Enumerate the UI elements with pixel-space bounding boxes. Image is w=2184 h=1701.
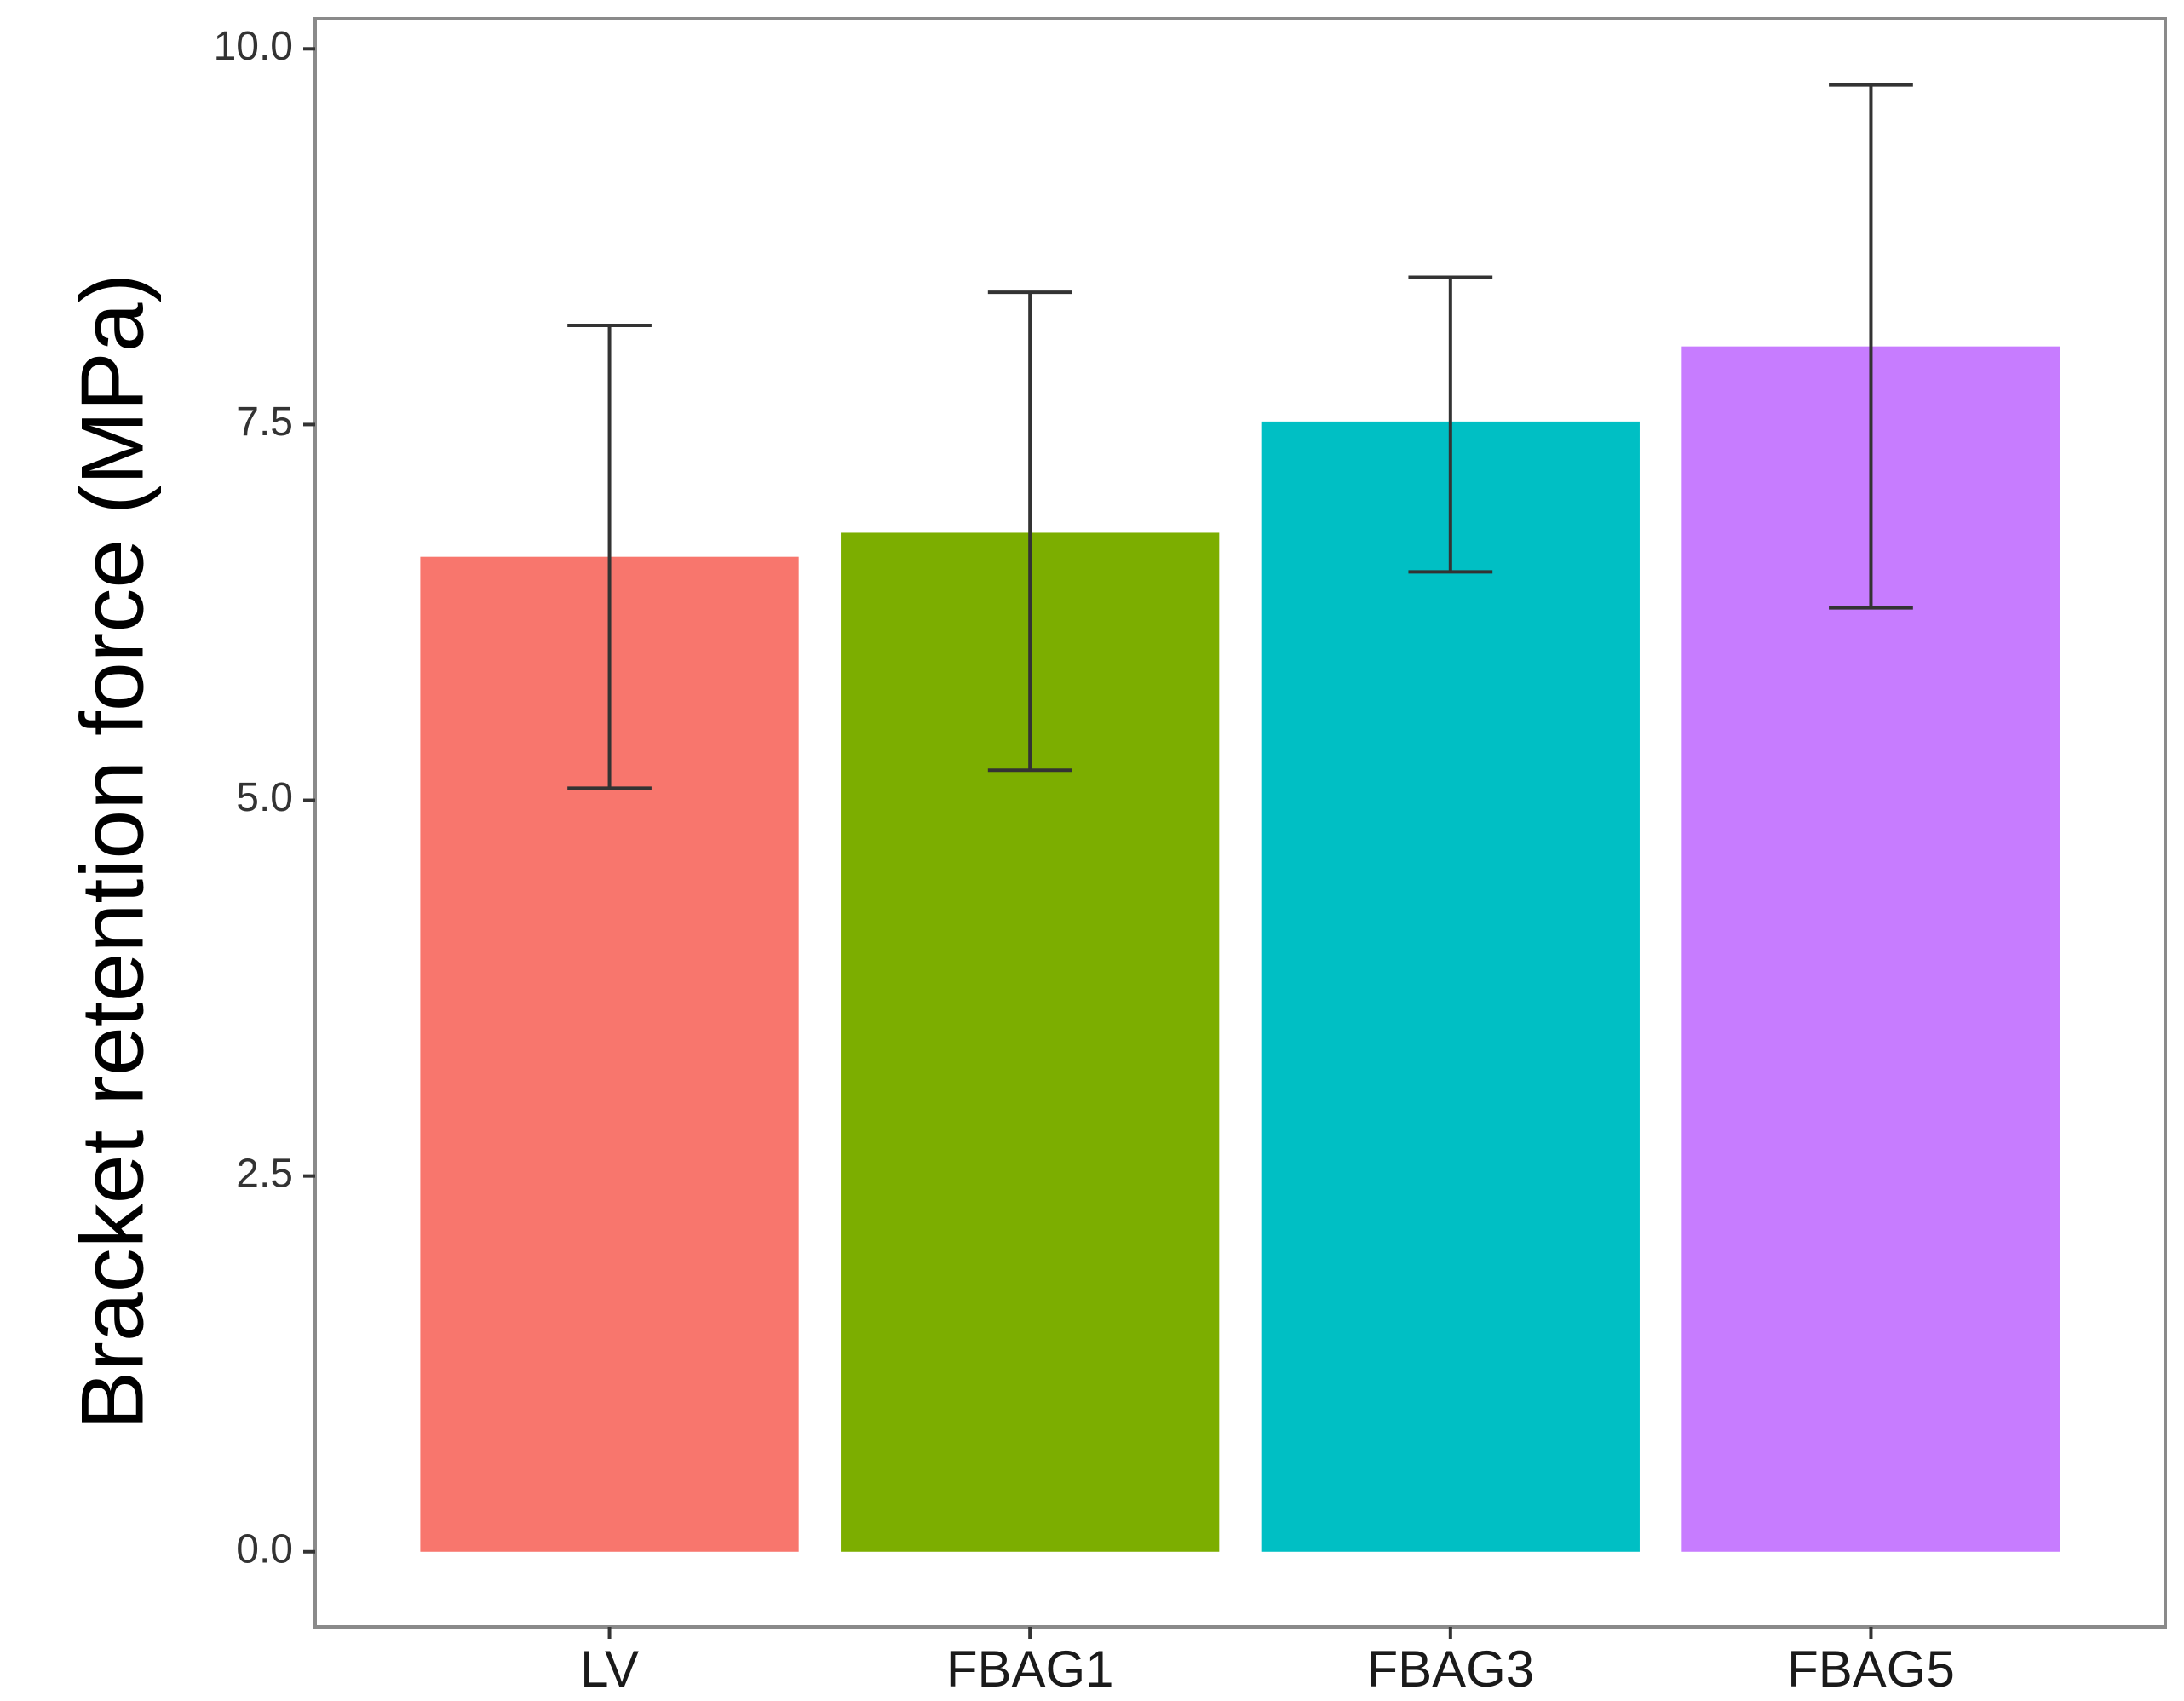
y-axis: 0.0 2.5 5.0 7.5 10.0 (214, 24, 315, 1572)
y-tick-label: 7.5 (236, 399, 293, 445)
y-tick-label: 5.0 (236, 775, 293, 820)
y-axis-title: Bracket retention force (MPa) (63, 273, 162, 1430)
x-tick-label: FBAG1 (946, 1641, 1114, 1698)
y-tick-label: 0.0 (236, 1526, 293, 1572)
bar-fbag3 (1261, 421, 1640, 1552)
x-axis: LV FBAG1 FBAG3 FBAG5 (580, 1627, 1955, 1698)
y-tick-label: 2.5 (236, 1151, 293, 1196)
x-tick-label: LV (580, 1641, 639, 1698)
x-tick-label: FBAG3 (1366, 1641, 1534, 1698)
y-tick-label: 10.0 (214, 24, 293, 69)
error-bars (567, 83, 1913, 790)
x-tick-label: FBAG5 (1787, 1641, 1955, 1698)
